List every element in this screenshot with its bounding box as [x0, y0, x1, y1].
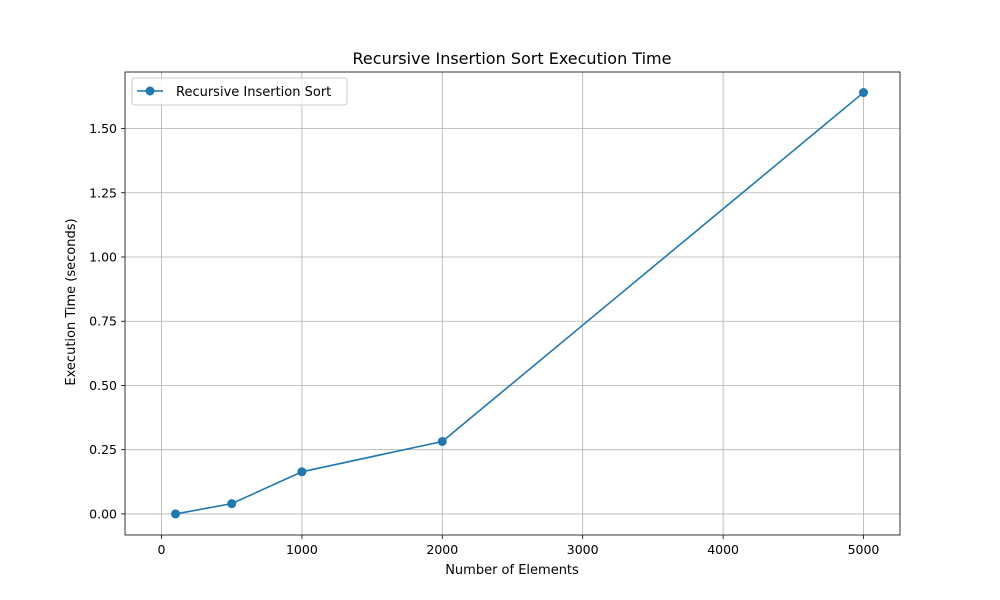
x-tick-label: 2000	[426, 542, 458, 557]
data-point	[297, 467, 307, 477]
legend-label: Recursive Insertion Sort	[176, 85, 331, 100]
y-tick-label: 0.50	[89, 378, 117, 393]
x-tick-label: 4000	[707, 542, 739, 557]
plot-frame	[124, 71, 901, 536]
legend-marker-swatch	[145, 86, 155, 96]
x-tick-label: 3000	[567, 542, 599, 557]
y-axis-label: Execution Time (seconds)	[64, 218, 79, 385]
x-tick-label: 5000	[848, 542, 880, 557]
y-tick-label: 1.50	[89, 121, 117, 136]
grid	[125, 72, 900, 535]
chart-title: Recursive Insertion Sort Execution Time	[353, 49, 672, 68]
y-tick-label: 1.00	[89, 249, 117, 264]
data-point	[227, 499, 237, 509]
y-axis-ticks: 0.00 0.25 0.50 0.75 1.00 1.25 1.50	[89, 121, 125, 521]
x-tick-label: 0	[158, 542, 166, 557]
data-point	[858, 88, 868, 98]
x-axis-label: Number of Elements	[445, 563, 579, 578]
data-point	[171, 509, 181, 519]
legend: Recursive Insertion Sort	[131, 77, 348, 106]
y-tick-label: 0.00	[89, 506, 117, 521]
y-tick-label: 0.75	[89, 314, 117, 329]
legend-box	[131, 77, 348, 106]
y-tick-label: 0.25	[89, 442, 117, 457]
x-axis-ticks: 0 1000 2000 3000 4000 5000	[158, 535, 880, 557]
x-tick-label: 1000	[286, 542, 318, 557]
y-tick-label: 1.25	[89, 185, 117, 200]
data-point	[437, 436, 447, 446]
series-layer	[171, 88, 868, 519]
